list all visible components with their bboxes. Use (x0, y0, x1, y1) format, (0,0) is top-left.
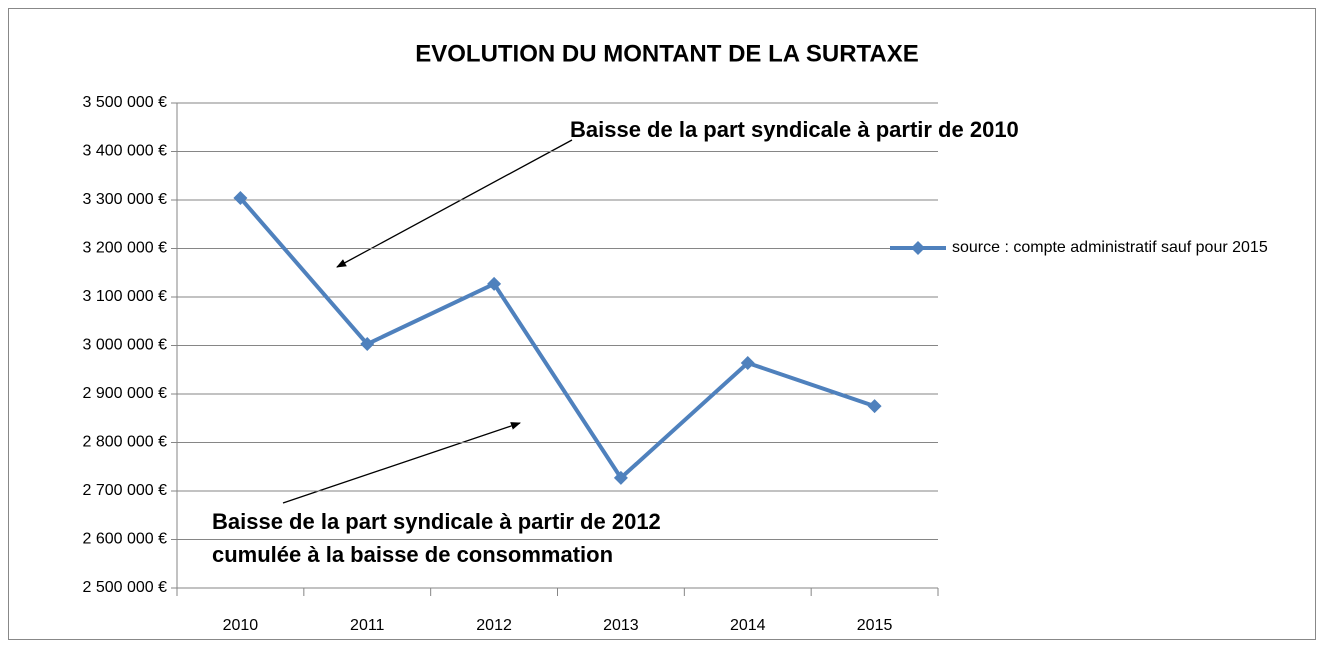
x-tick-label: 2012 (476, 617, 512, 634)
x-tick-label: 2015 (857, 617, 893, 634)
y-tick-label: 3 000 000 € (82, 337, 167, 354)
y-tick-label: 2 800 000 € (82, 434, 167, 451)
y-tick-label: 2 600 000 € (82, 531, 167, 548)
legend-label: source : compte administratif sauf pour … (952, 239, 1268, 256)
point (867, 399, 882, 414)
y-tick-label: 3 100 000 € (82, 288, 167, 305)
point (740, 355, 755, 370)
point (233, 191, 248, 206)
point (613, 470, 628, 485)
y-tick-label: 2 500 000 € (82, 579, 167, 596)
x-tick-label: 2010 (223, 617, 259, 634)
chart-title: EVOLUTION DU MONTANT DE LA SURTAXE (415, 40, 919, 67)
x-tick-label: 2013 (603, 617, 639, 634)
arrow (282, 422, 521, 504)
arrow (336, 139, 573, 268)
y-tick-label: 2 700 000 € (82, 482, 167, 499)
legend-marker (911, 241, 925, 255)
y-tick-label: 3 300 000 € (82, 191, 167, 208)
point (487, 276, 502, 291)
annotation: cumulée à la baisse de consommation (212, 542, 613, 567)
annotation: Baisse de la part syndicale à partir de … (570, 117, 1019, 142)
y-tick-label: 2 900 000 € (82, 385, 167, 402)
series-line (238, 196, 876, 480)
point (360, 337, 375, 352)
y-tick-label: 3 200 000 € (82, 240, 167, 257)
x-tick-label: 2014 (730, 617, 766, 634)
x-tick-label: 2011 (350, 617, 385, 634)
chart-frame (8, 8, 1316, 640)
y-tick-label: 3 500 000 € (82, 94, 167, 111)
annotation: Baisse de la part syndicale à partir de … (212, 509, 661, 534)
y-tick-label: 3 400 000 € (82, 143, 167, 160)
